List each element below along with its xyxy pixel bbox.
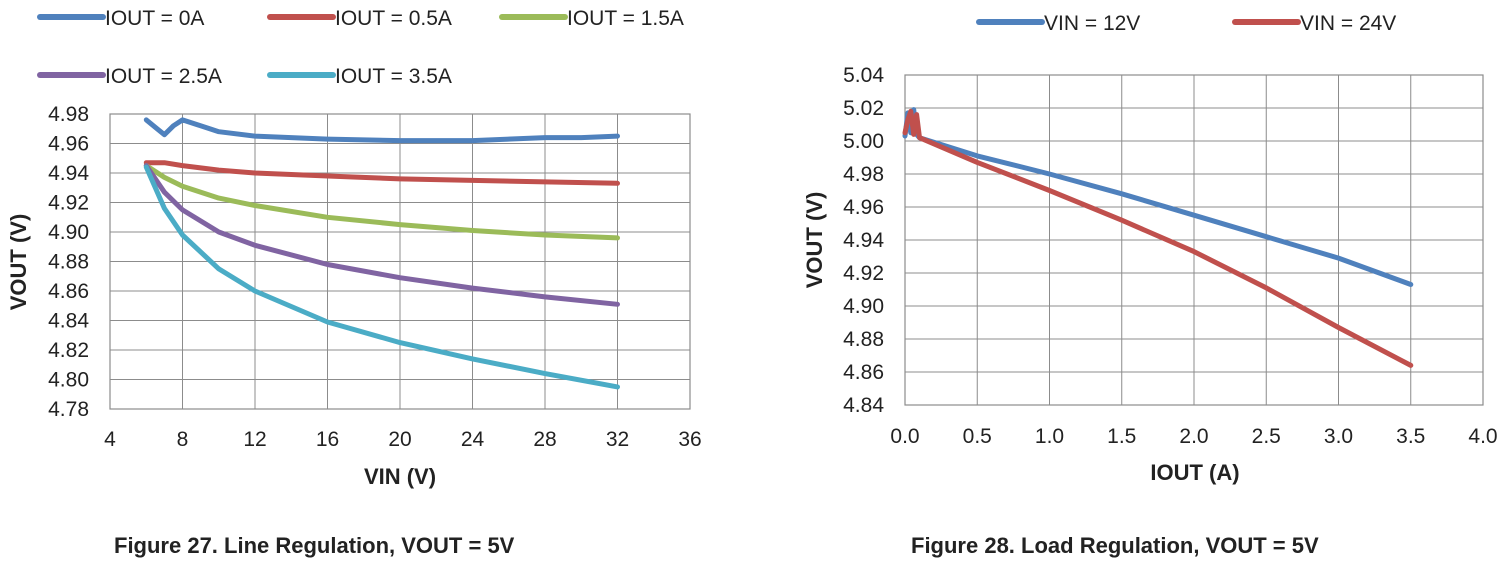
line-reg-x-tick-label: 8 — [177, 428, 189, 451]
figure-28-caption: Figure 28. Load Regulation, VOUT = 5V — [911, 533, 1319, 558]
line-reg-y-tick-label: 4.78 — [48, 398, 89, 421]
load-reg-x-tick-label: 2.5 — [1252, 425, 1281, 448]
line-reg-legend-label-5: IOUT = 3.5A — [335, 65, 452, 88]
line-reg-series-line-3 — [143, 163, 620, 241]
line-reg-y-tick-label: 4.86 — [48, 280, 89, 303]
line-reg-legend-label-4: IOUT = 2.5A — [105, 65, 222, 88]
line-reg-x-tick-label: 32 — [606, 428, 629, 451]
line-reg-y-tick-label: 4.96 — [48, 133, 89, 156]
line-reg-legend-label-2: IOUT = 0.5A — [335, 7, 452, 30]
load-reg-x-axis-title: IOUT (A) — [1150, 460, 1239, 485]
line-reg-y-tick-label: 4.84 — [48, 310, 89, 333]
load-reg-y-tick-label: 5.00 — [843, 130, 884, 153]
load-reg-x-tick-label: 1.5 — [1107, 425, 1136, 448]
load-reg-legend-label-1: VIN = 12V — [1044, 12, 1140, 35]
line-reg-series-line-5 — [143, 164, 620, 390]
line-reg-x-tick-label: 4 — [104, 428, 116, 451]
load-reg-x-tick-label: 0.0 — [890, 425, 919, 448]
line-reg-x-axis-title: VIN (V) — [364, 464, 436, 489]
load-reg-y-tick-label: 4.90 — [843, 295, 884, 318]
line-reg-y-tick-label: 4.88 — [48, 251, 89, 274]
load-reg-series-line-1 — [902, 107, 1414, 287]
line-reg-legend-label-1: IOUT = 0A — [105, 7, 204, 30]
load-reg-x-tick-label: 0.5 — [963, 425, 992, 448]
load-reg-y-tick-label: 4.94 — [843, 229, 884, 252]
load-reg-y-tick-label: 5.04 — [843, 64, 884, 87]
line-reg-series-line-1 — [143, 117, 620, 144]
load-reg-y-tick-label: 5.02 — [843, 97, 884, 120]
line-reg-y-tick-label: 4.80 — [48, 369, 89, 392]
figure-27-caption: Figure 27. Line Regulation, VOUT = 5V — [114, 533, 515, 558]
line-reg-x-tick-label: 24 — [461, 428, 485, 451]
load-reg-y-tick-label: 4.98 — [843, 163, 884, 186]
line-reg-x-tick-label: 28 — [533, 428, 556, 451]
line-reg-x-tick-label: 20 — [388, 428, 411, 451]
load-reg-x-tick-label: 2.0 — [1179, 425, 1208, 448]
line-reg-y-axis-title: VOUT (V) — [6, 214, 31, 311]
load-reg-y-axis-title: VOUT (V) — [802, 192, 827, 289]
line-reg-x-tick-label: 12 — [243, 428, 266, 451]
line-reg-series-line-2 — [143, 160, 620, 186]
line-reg-x-tick-label: 36 — [678, 428, 701, 451]
load-reg-x-tick-label: 3.0 — [1324, 425, 1353, 448]
line-reg-y-tick-label: 4.98 — [48, 103, 89, 126]
line-reg-legend-label-3: IOUT = 1.5A — [567, 7, 684, 30]
load-reg-y-tick-label: 4.92 — [843, 262, 884, 285]
line-reg-y-tick-label: 4.94 — [48, 162, 89, 185]
line-reg-y-tick-label: 4.90 — [48, 221, 89, 244]
load-regulation-chart: 0.0 0.5 1.0 1.5 2.0 2.5 3.0 3.5 4.0 4.84 4.86 4.88 4… — [802, 12, 1498, 485]
line-reg-x-tick-label: 16 — [316, 428, 339, 451]
load-reg-x-tick-label: 1.0 — [1035, 425, 1064, 448]
load-reg-y-tick-label: 4.86 — [843, 361, 884, 384]
load-reg-x-tick-label: 4.0 — [1468, 425, 1497, 448]
line-reg-y-tick-label: 4.92 — [48, 192, 89, 215]
load-reg-y-tick-label: 4.96 — [843, 196, 884, 219]
load-reg-series-line-2 — [902, 108, 1414, 368]
load-reg-x-tick-label: 3.5 — [1396, 425, 1425, 448]
line-regulation-chart: 4 8 12 16 20 24 28 32 36 4.78 4.80 4.82 4.84 4.86 4.88… — [6, 7, 702, 489]
line-reg-y-tick-label: 4.82 — [48, 339, 89, 362]
load-reg-y-tick-label: 4.88 — [843, 328, 884, 351]
load-reg-y-tick-label: 4.84 — [843, 394, 884, 417]
line-reg-series-line-4 — [143, 163, 620, 307]
load-reg-legend-label-2: VIN = 24V — [1300, 12, 1396, 35]
